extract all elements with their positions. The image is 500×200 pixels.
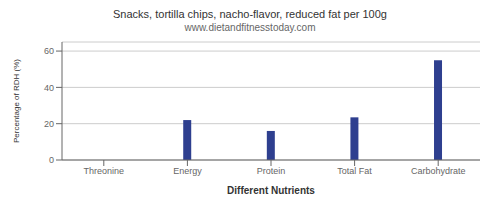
svg-text:Total Fat: Total Fat [337,166,372,176]
svg-text:20: 20 [44,119,54,129]
svg-text:Energy: Energy [173,166,202,176]
svg-text:0: 0 [49,155,54,165]
html-text:www.dietandfitnesstoday.com: www.dietandfitnesstoday.com [184,22,316,33]
svg-text:40: 40 [44,83,54,93]
svg-text:Carbohydrate: Carbohydrate [411,166,466,176]
svg-text:Different Nutrients: Different Nutrients [227,185,315,196]
svg-text:Threonine: Threonine [84,166,125,176]
svg-text:60: 60 [44,46,54,56]
html-text:Snacks, tortilla chips, nacho-: Snacks, tortilla chips, nacho-flavor, re… [113,8,387,20]
svg-text:Protein: Protein [257,166,286,176]
svg-text:Percentage of RDH (%): Percentage of RDH (%) [12,59,21,143]
